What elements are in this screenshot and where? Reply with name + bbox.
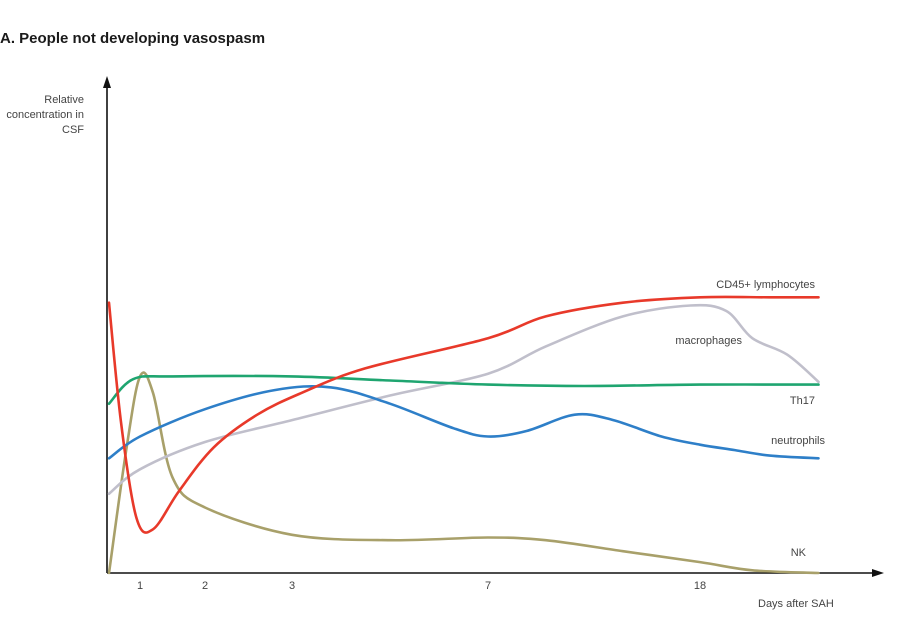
series-line-cd45-lymphocytes xyxy=(107,295,820,534)
series-label-macrophages: macrophages xyxy=(675,335,742,347)
x-tick-label: 18 xyxy=(694,580,706,592)
series-layer xyxy=(107,295,820,575)
series-label-neutrophils: neutrophils xyxy=(771,435,825,447)
x-axis-arrow xyxy=(872,569,884,577)
x-tick-label: 1 xyxy=(137,580,143,592)
y-axis-label-line-3: CSF xyxy=(62,124,84,136)
series-line-th17 xyxy=(107,374,820,405)
series-line-neutrophils xyxy=(107,384,820,460)
y-axis-label-line-2: concentration in xyxy=(6,109,84,121)
y-axis-arrow xyxy=(103,76,111,88)
y-axis-label: Relative concentration in CSF xyxy=(0,93,84,138)
series-label-nk: NK xyxy=(791,547,807,559)
x-tick-label: 2 xyxy=(202,580,208,592)
chart-title: A. People not developing vasospasm xyxy=(0,30,266,47)
series-label-th17: Th17 xyxy=(790,395,815,407)
series-label-cd45-lymphocytes: CD45+ lymphocytes xyxy=(716,279,815,291)
x-tick-label: 7 xyxy=(485,580,491,592)
series-labels: CD45+ lymphocytes macrophages Th17 neutroph… xyxy=(675,279,825,559)
y-axis-label-line-1: Relative xyxy=(44,94,84,106)
x-axis-label: Days after SAH xyxy=(758,598,834,610)
axes xyxy=(103,76,884,577)
series-line-macrophages xyxy=(107,303,820,496)
series-line-nk xyxy=(107,371,820,575)
x-tick-label: 3 xyxy=(289,580,295,592)
x-tick-labels: 1 2 3 7 18 xyxy=(137,580,706,592)
